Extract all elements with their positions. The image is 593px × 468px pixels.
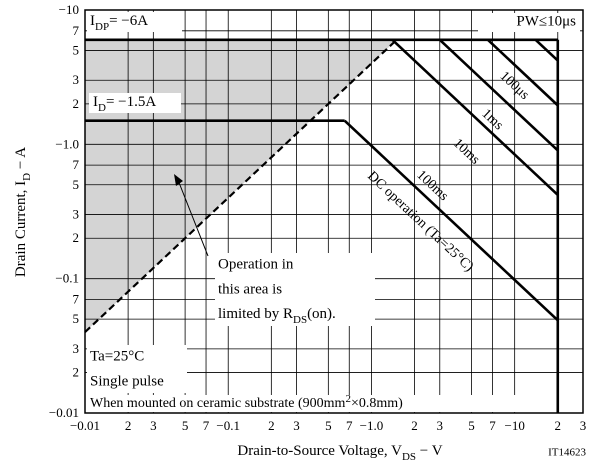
y-tick-label: 2 — [73, 230, 80, 245]
text: I — [93, 94, 98, 110]
arrow-head — [174, 174, 183, 186]
area-note: this area is — [218, 281, 282, 297]
figure-code: IT14623 — [548, 447, 586, 459]
condition: Ta=25°C — [90, 348, 144, 364]
limit-line — [343, 119, 559, 322]
arrow — [177, 179, 209, 257]
area-note: limited by RDS(on). — [218, 306, 336, 325]
label-bg — [87, 345, 187, 393]
text: D — [21, 173, 33, 181]
y-tick-label: −0.01 — [49, 405, 79, 420]
y-tick-label: 2 — [73, 365, 80, 380]
limit-line — [438, 38, 559, 152]
y-tick-label: 5 — [73, 311, 80, 326]
x-tick-label: 5 — [468, 418, 475, 433]
line-label: 1ms — [479, 106, 506, 133]
y-tick-label: 3 — [73, 207, 80, 222]
x-tick-label: 2 — [268, 418, 275, 433]
x-tick-label: 7 — [203, 418, 210, 433]
text: = −6A — [109, 13, 148, 29]
id-label: ID= −1.5A — [93, 94, 156, 113]
condition: Single pulse — [90, 373, 164, 389]
y-tick-label: 7 — [73, 23, 80, 38]
pw-label: PW≤10μs — [516, 13, 576, 29]
x-tick-label: −0.1 — [216, 418, 240, 433]
x-tick-label: −10 — [504, 418, 524, 433]
limit-line — [84, 38, 398, 333]
y-tick-label: 2 — [73, 96, 80, 111]
x-tick-label: −1.0 — [360, 418, 384, 433]
text: DP — [95, 21, 109, 33]
text: D — [98, 102, 106, 114]
x-axis-label: Drain-to-Source Voltage, VDS − V — [237, 443, 442, 462]
line-label: 10ms — [450, 136, 482, 168]
y-axis-label: Drain Current, ID − A — [13, 147, 32, 277]
limit-line — [486, 38, 559, 107]
text: 2 — [345, 393, 351, 405]
label-bg — [478, 13, 580, 32]
text: ×0.8mm) — [351, 396, 403, 411]
x-tick-label: 3 — [437, 418, 444, 433]
y-tick-label: −1.0 — [55, 136, 79, 151]
limit-line — [391, 38, 559, 196]
text: When mounted on ceramic substrate (900mm — [90, 396, 346, 411]
label-bg — [87, 12, 182, 32]
y-tick-label: 5 — [73, 177, 80, 192]
text: Drain Current, I — [13, 181, 29, 277]
x-tick-label: 5 — [182, 418, 189, 433]
line-label: 100ms — [413, 168, 450, 204]
text: I — [90, 13, 95, 29]
x-tick-label: 2 — [555, 418, 562, 433]
text: Drain-to-Source Voltage, V — [237, 443, 402, 459]
condition: When mounted on ceramic substrate (900mm… — [90, 393, 403, 412]
label-bg — [87, 395, 549, 412]
text: (on). — [307, 306, 336, 322]
x-tick-label: 3 — [293, 418, 300, 433]
x-tick-label: 2 — [411, 418, 418, 433]
y-tick-label: 3 — [73, 341, 80, 356]
area-note: Operation in — [218, 256, 294, 272]
text: DS — [293, 314, 307, 326]
y-tick-label: 5 — [73, 42, 80, 57]
x-tick-label: 2 — [125, 418, 132, 433]
limit-line — [534, 38, 559, 62]
y-tick-label: −10 — [59, 2, 79, 17]
text: = −1.5A — [106, 94, 156, 110]
text: − A — [13, 147, 29, 173]
text: limited by R — [218, 306, 293, 322]
x-tick-label: 7 — [489, 418, 496, 433]
y-tick-label: −0.1 — [55, 271, 79, 286]
y-tick-label: 3 — [73, 72, 80, 87]
x-tick-label: −0.01 — [70, 418, 100, 433]
label-bg — [215, 253, 375, 326]
y-tick-label: 7 — [73, 157, 80, 172]
label-bg — [89, 93, 181, 113]
y-tick-label: 7 — [73, 291, 80, 306]
x-tick-label: 3 — [150, 418, 157, 433]
x-tick-label: 3 — [580, 418, 587, 433]
text: DS — [402, 451, 416, 463]
plot-frame — [84, 9, 584, 414]
text: − V — [416, 443, 443, 459]
idp-label: IDP= −6A — [90, 13, 148, 32]
x-tick-label: 5 — [325, 418, 332, 433]
x-tick-label: 7 — [346, 418, 353, 433]
